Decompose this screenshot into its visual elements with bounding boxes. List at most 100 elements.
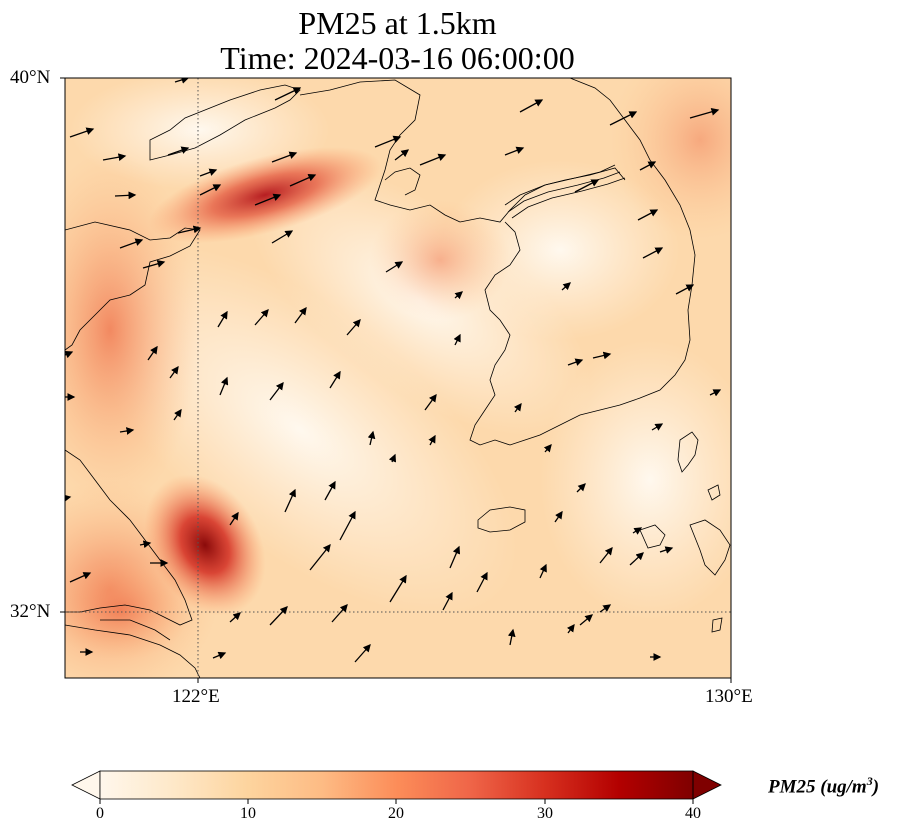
map-title-line2: Time: 2024-03-16 06:00:00: [220, 40, 575, 76]
wind-arrow: [147, 345, 158, 361]
wind-arrow: [519, 99, 544, 113]
colorbar-max-extend: [692, 770, 722, 800]
colorbar-ramp: [100, 771, 693, 799]
wind-arrow: [329, 370, 341, 389]
wind-arrow: [254, 193, 282, 206]
wind-arrow: [367, 430, 376, 446]
wind-arrow: [576, 483, 586, 493]
wind-arrow: [69, 572, 92, 583]
wind-arrow: [689, 108, 720, 119]
wind-arrow: [269, 381, 284, 401]
wind-arrow: [453, 333, 461, 346]
wind-arrow: [424, 393, 437, 411]
wind-arrow: [229, 511, 239, 526]
gridlines: [65, 78, 731, 678]
wind-arrow: [119, 427, 135, 435]
wind-arrow: [271, 151, 298, 163]
wind-arrow: [173, 408, 182, 421]
wind-arrow: [119, 238, 144, 249]
wind-arrow: [114, 191, 137, 200]
wind-arrow: [65, 494, 72, 503]
wind-arrow: [709, 389, 722, 397]
colorbar-tick-0: 0: [96, 805, 104, 822]
wind-arrow: [229, 612, 241, 623]
wind-arrow: [507, 628, 516, 646]
wind-arrow: [561, 282, 571, 291]
wind-arrow: [339, 510, 356, 541]
wind-arrow: [199, 168, 218, 177]
wind-arrow: [309, 543, 331, 571]
wind-arrow: [65, 350, 74, 359]
wind-arrow: [269, 606, 288, 626]
wind-arrow: [476, 571, 488, 593]
wind-arrow: [579, 614, 593, 626]
colorbar-tick-20: 20: [388, 805, 404, 822]
wind-arrow: [637, 209, 659, 221]
wind-arrow: [389, 574, 407, 603]
lon-label-130e: 130°E: [705, 686, 753, 707]
wind-arrow: [675, 284, 695, 295]
wind-arrow: [642, 247, 664, 259]
wind-arrow: [199, 184, 222, 196]
lat-label-32n: 32°N: [10, 601, 51, 622]
wind-arrow: [254, 309, 269, 326]
wind-arrow: [212, 651, 227, 660]
wind-arrow: [274, 87, 302, 101]
wind-arrow: [69, 127, 95, 138]
wind-arrow: [504, 146, 525, 156]
wind-arrow: [394, 149, 410, 161]
wind-arrow: [659, 546, 674, 554]
wind-arrow: [592, 351, 612, 360]
wind-arrow: [599, 604, 612, 613]
wind-arrow: [554, 510, 563, 523]
wind-arrow: [346, 319, 361, 336]
wind-arrow: [167, 146, 190, 156]
wind-vectors: [65, 78, 722, 663]
colorbar-tick-40: 40: [685, 805, 701, 822]
wind-arrow: [629, 552, 644, 566]
wind-arrow: [374, 135, 402, 148]
wind-arrow: [289, 174, 317, 187]
wind-arrow: [177, 225, 202, 234]
wind-arrow: [331, 604, 348, 623]
wind-arrow: [599, 546, 613, 564]
wind-arrow: [632, 527, 643, 535]
wind-arrow: [294, 306, 307, 324]
wind-arrow: [454, 291, 463, 300]
wind-arrow: [139, 540, 152, 549]
wind-arrow: [513, 402, 522, 413]
wind-arrow: [385, 261, 404, 273]
wind-arrow: [539, 563, 547, 579]
wind-arrow: [219, 376, 229, 396]
wind-arrow: [567, 358, 584, 366]
wind-arrow: [354, 644, 371, 663]
wind-arrow: [639, 161, 657, 171]
lon-label-122e: 122°E: [172, 686, 220, 707]
wind-arrow: [388, 453, 397, 463]
wind-arrow: [442, 591, 453, 611]
lat-label-40n: 40°N: [10, 67, 51, 88]
wind-arrow: [324, 480, 336, 501]
colorbar-label: PM25 (ug/m3): [768, 774, 880, 798]
wind-arrow: [142, 260, 166, 269]
wind-arrow: [174, 78, 190, 84]
wind-arrow: [284, 488, 296, 513]
wind-arrow: [102, 153, 127, 161]
map-frame: [64, 77, 732, 679]
wind-arrow: [609, 111, 638, 126]
wind-arrow: [271, 230, 294, 244]
colorbar-tick-30: 30: [537, 805, 553, 822]
wind-arrow: [566, 623, 575, 634]
colorbar-min-extend: [71, 770, 101, 800]
colorbar: [71, 770, 722, 804]
wind-arrow: [217, 310, 228, 328]
map-title-line1: PM25 at 1.5km: [298, 5, 497, 41]
wind-arrow: [419, 153, 447, 166]
axis-ticks: [60, 77, 732, 683]
wind-arrow: [449, 545, 461, 569]
colorbar-tick-10: 10: [240, 805, 256, 822]
wind-arrow: [651, 423, 664, 431]
wind-arrow: [574, 179, 600, 193]
wind-arrow: [169, 365, 179, 379]
